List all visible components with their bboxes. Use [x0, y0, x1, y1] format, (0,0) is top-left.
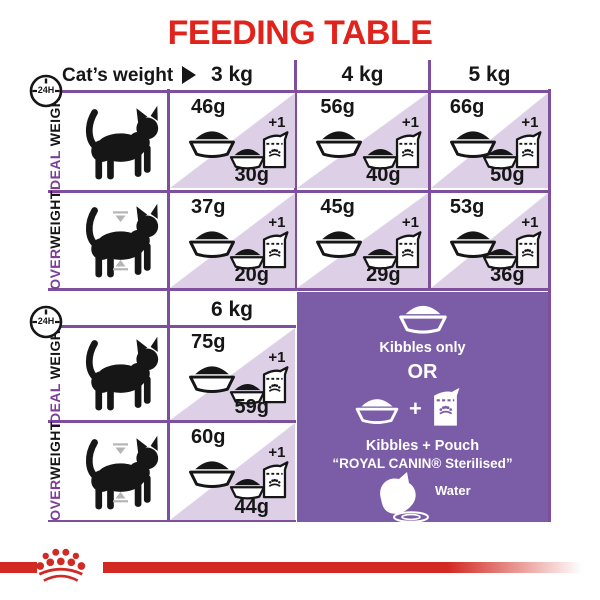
kibbles-pouch-label: Kibbles + Pouch	[365, 438, 480, 454]
kibbles-amount: 75g	[191, 331, 226, 353]
feeding-cell-overweight-4kg: 45g +1 29g	[297, 193, 428, 288]
table-border	[166, 89, 170, 522]
feeding-cell-overweight-3kg: 37g +1 20g	[169, 193, 295, 288]
plus-sign: +	[409, 396, 422, 421]
brand-bar-right	[103, 562, 582, 573]
kibbles-amount: 66g	[449, 95, 485, 118]
table-border	[294, 60, 297, 90]
kibbles-amount: 45g	[320, 196, 355, 218]
clock-24h-icon: 24H	[29, 74, 63, 108]
page-title: FEEDING TABLE	[167, 14, 433, 52]
mixed-feeding-amount: 50g	[490, 163, 525, 186]
table-border	[48, 190, 550, 193]
plus-one-pouch-label: +1	[401, 113, 419, 131]
clock-24h-label: 24H	[37, 85, 55, 95]
kibbles-amount: 56g	[320, 95, 355, 118]
kibbles-only-label: Kibbles only	[379, 340, 466, 356]
table-border	[48, 420, 296, 423]
feeding-cell-ideal-3kg: 46g +1 30g	[169, 92, 295, 188]
row-label-suffix: WEIGHT	[47, 421, 63, 480]
mixed-feeding-amount: 40g	[366, 163, 401, 186]
plus-one-pouch-label: +1	[268, 349, 286, 366]
kibbles-amount: 37g	[191, 196, 226, 218]
column-header-6kg: 6 kg	[210, 298, 254, 321]
mixed-feeding-amount: 20g	[234, 264, 269, 286]
mixed-feeding-amount: 29g	[366, 264, 401, 286]
table-border	[428, 89, 431, 291]
or-label: OR	[407, 361, 438, 383]
clock-24h-icon: 24H	[29, 305, 63, 339]
plus-one-pouch-label: +1	[521, 113, 539, 131]
row-label-suffix: WEIGHT	[47, 190, 63, 249]
cat-silhouette-icon	[72, 334, 164, 414]
kibble-bowl-white-icon	[399, 304, 447, 334]
feeding-cell-ideal-4kg: 56g +1 40g	[297, 92, 428, 188]
row-label-prefix: OVER	[47, 479, 63, 521]
mixed-feeding-amount: 30g	[234, 163, 269, 186]
mixed-feeding-amount: 44g	[234, 495, 269, 518]
plus-one-pouch-label: +1	[268, 444, 286, 461]
brand-bar-left	[0, 562, 37, 573]
water-label: Water	[435, 483, 471, 498]
row-label-overweight: OVERWEIGHT	[47, 185, 67, 295]
kibbles-amount: 46g	[191, 95, 226, 118]
recommendation-panel: Kibbles only OR + Kibbles + Pouch “ROYAL…	[297, 292, 548, 522]
table-border	[48, 519, 296, 522]
pouch-white-icon	[433, 386, 461, 427]
play-arrow-icon	[182, 66, 197, 84]
kibbles-amount: 53g	[449, 196, 485, 218]
kibble-bowl-white-icon	[355, 397, 399, 424]
table-border	[48, 325, 296, 328]
clock-24h-label: 24H	[37, 316, 55, 326]
mixed-feeding-amount: 59g	[234, 396, 269, 418]
column-header-4kg: 4 kg	[341, 63, 384, 86]
overweight-cat-icon	[72, 200, 164, 282]
column-header-5kg: 5 kg	[468, 63, 511, 86]
overweight-cat-icon	[72, 432, 164, 514]
table-border	[428, 60, 431, 90]
plus-one-pouch-label: +1	[521, 214, 539, 231]
cat-silhouette-icon	[72, 103, 164, 183]
feeding-cell-ideal-5kg: 66g +1 50g	[431, 92, 548, 188]
feeding-cell-overweight-6kg: 60g +1 44g	[169, 423, 295, 520]
royal-canin-crown-logo	[34, 547, 87, 583]
plus-one-pouch-label: +1	[268, 113, 286, 131]
cat-drinking-water-icon	[379, 472, 429, 522]
plus-one-pouch-label: +1	[401, 214, 419, 231]
feeding-cell-overweight-5kg: 53g +1 36g	[431, 193, 548, 288]
plus-one-pouch-label: +1	[268, 214, 286, 231]
table-border	[547, 89, 551, 522]
table-border	[48, 89, 550, 93]
row-label-overweight: OVERWEIGHT	[47, 416, 67, 526]
feeding-cell-ideal-6kg: 75g +1 59g	[169, 328, 295, 420]
mixed-feeding-amount: 36g	[490, 264, 525, 286]
royal-canin-sterilised-label: “ROYAL CANIN® Sterilised”	[332, 456, 513, 471]
column-header-3kg: 3 kg	[210, 63, 254, 86]
table-border	[294, 89, 297, 291]
table-border	[48, 288, 550, 291]
row-label-prefix: OVER	[47, 248, 63, 290]
kibbles-amount: 60g	[191, 426, 226, 448]
cats-weight-header: Cat’s weight	[62, 65, 197, 87]
cats-weight-label: Cat’s weight	[62, 65, 174, 86]
